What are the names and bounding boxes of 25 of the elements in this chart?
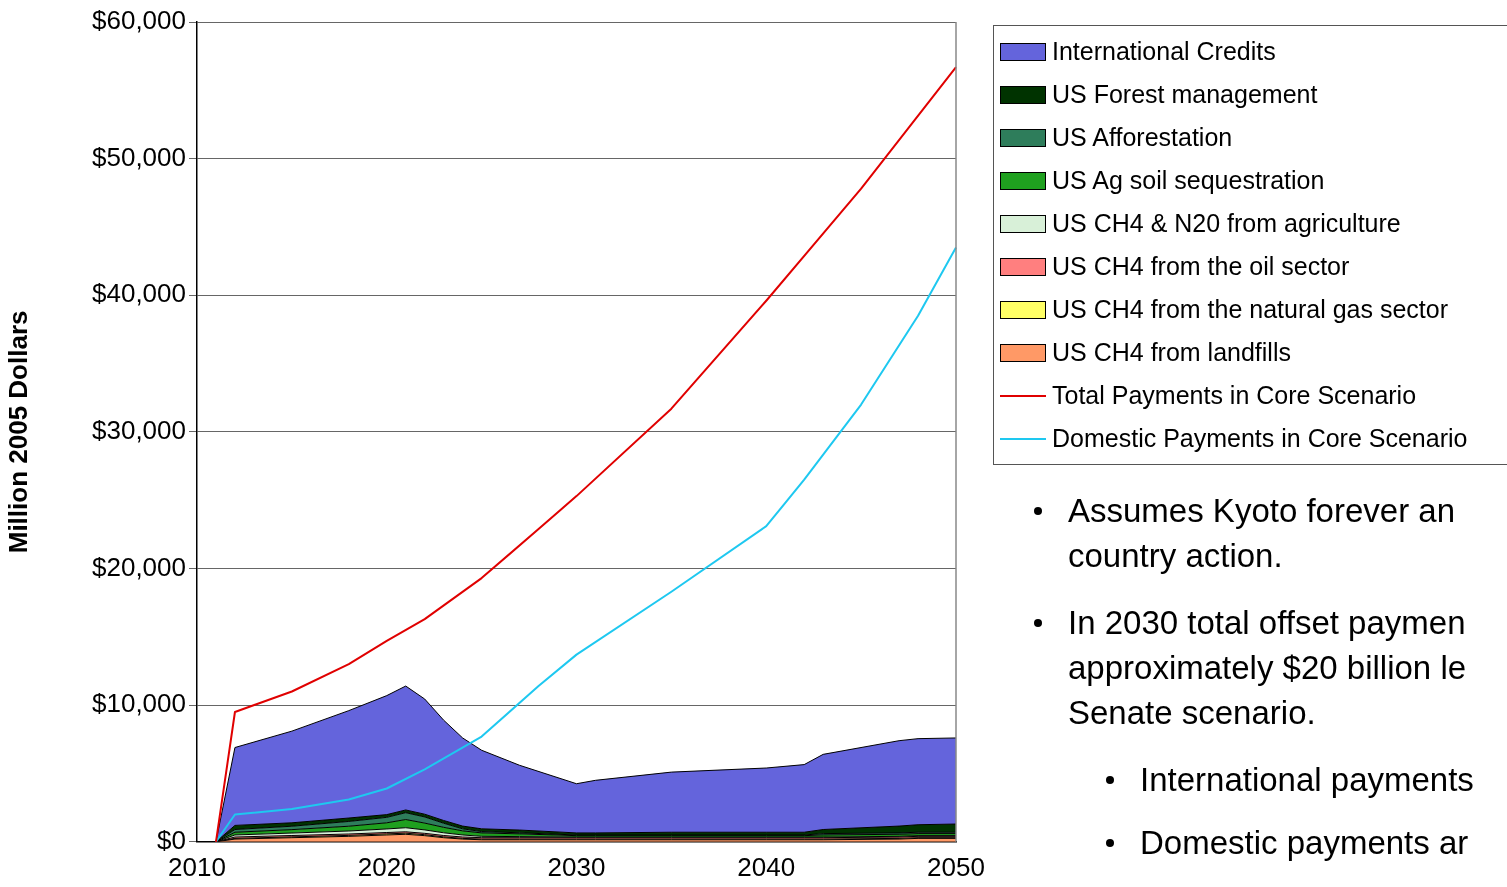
y-tick-label: $40,000 <box>92 278 186 309</box>
text: Assumes Kyoto forever an country action. <box>1068 491 1456 576</box>
x-tick-label: 2030 <box>547 851 606 882</box>
text: In 2030 total offset paymen approximately $20 billion le Senate scenario. <box>1068 603 1467 733</box>
legend-label: US CH4 & N20 from agriculture <box>1052 209 1401 238</box>
y-tick-label: $60,000 <box>92 5 186 36</box>
legend-label: US Afforestation <box>1052 123 1233 152</box>
legend-label: Total Payments in Core Scenario <box>1052 381 1417 410</box>
y-tick-label: $20,000 <box>92 551 186 582</box>
y-tick-label: $50,000 <box>92 141 186 172</box>
legend-label: US CH4 from the natural gas sector <box>1052 295 1448 324</box>
x-tick-label: 2050 <box>927 851 985 882</box>
text: International payments <box>1140 760 1474 800</box>
legend-label: US Ag soil sequestration <box>1052 166 1325 195</box>
legend-label: US CH4 from the oil sector <box>1052 252 1350 281</box>
x-tick-label: 2040 <box>737 851 796 882</box>
y-tick-label: $30,000 <box>92 415 186 446</box>
legend-label: US Forest management <box>1052 80 1318 109</box>
legend-label: International Credits <box>1052 37 1276 66</box>
text: Domestic payments ar <box>1140 823 1469 863</box>
legend-label: US CH4 from landfills <box>1052 338 1291 367</box>
y-axis-title: Million 2005 Dollars <box>2 310 33 554</box>
legend-label: Domestic Payments in Core Scenario <box>1052 424 1468 453</box>
y-tick-label: $10,000 <box>92 688 186 719</box>
x-tick-label: 2020 <box>357 851 416 882</box>
